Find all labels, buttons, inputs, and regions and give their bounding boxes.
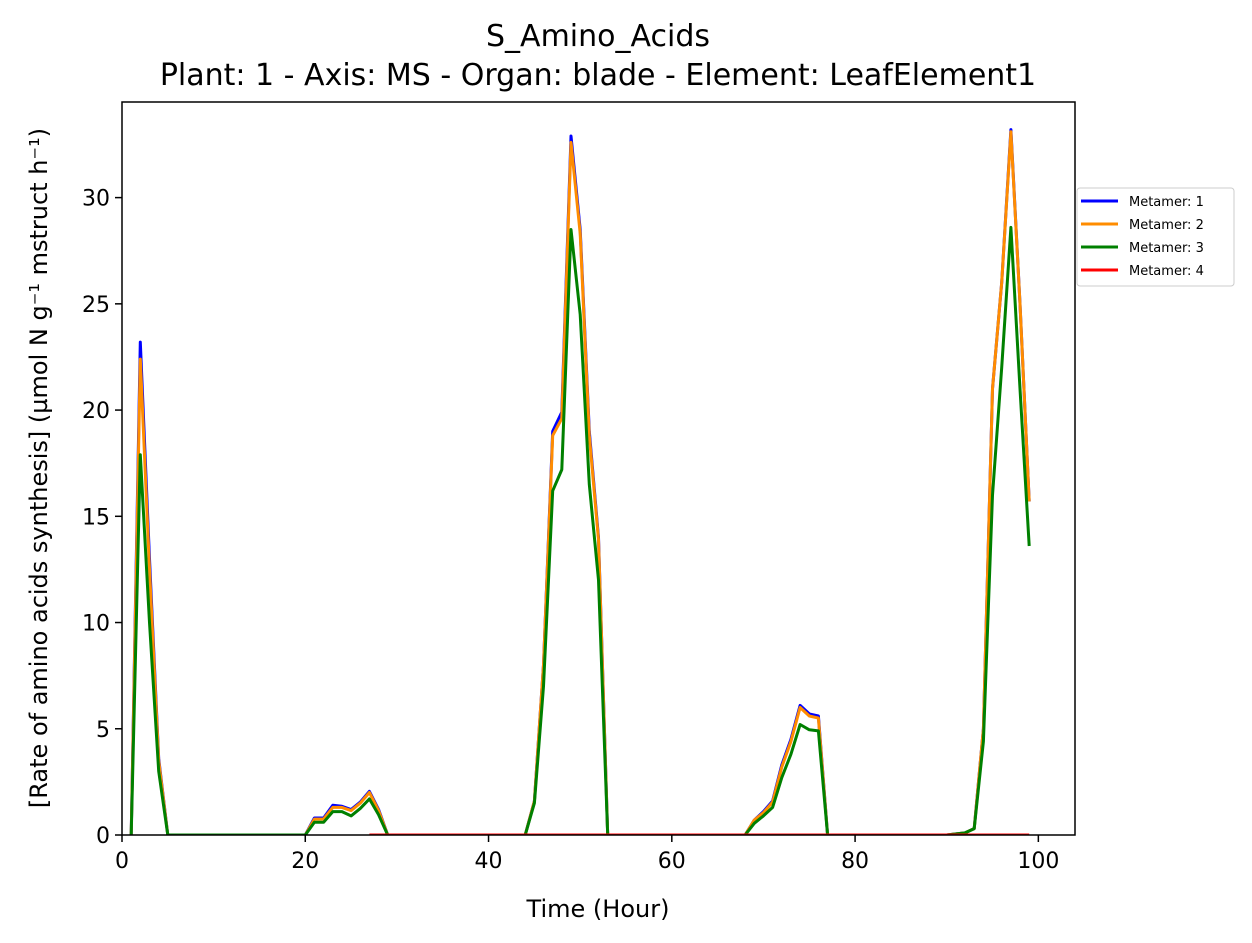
y-tick-label: 10 (82, 612, 110, 637)
plot-area (121, 101, 1076, 836)
legend-label: Metamer: 3 (1129, 241, 1204, 256)
x-tick-label: 60 (658, 849, 686, 874)
y-tick-label: 25 (82, 293, 110, 318)
y-axis: 0 5 10 15 20 25 30 (82, 187, 122, 849)
series-layer (129, 128, 1031, 835)
chart-subtitle: Plant: 1 - Axis: MS - Organ: blade - Ele… (160, 58, 1036, 93)
y-tick-label: 5 (96, 718, 110, 743)
x-tick-label: 40 (475, 849, 503, 874)
series-line (129, 225, 1031, 835)
x-axis-label: Time (Hour) (526, 895, 670, 923)
legend-frame (1076, 187, 1235, 287)
legend-label: Metamer: 4 (1129, 264, 1204, 279)
x-axis: 0 20 40 60 80 100 (115, 835, 1059, 874)
series-line (129, 130, 1031, 835)
legend-label: Metamer: 2 (1129, 218, 1204, 233)
x-tick-label: 80 (841, 849, 869, 874)
plot-frame (121, 101, 1076, 836)
chart-title: S_Amino_Acids (486, 19, 710, 54)
y-tick-label: 15 (82, 505, 110, 530)
legend: Metamer: 1 Metamer: 2 Metamer: 3 Metamer: 4 (1076, 187, 1235, 287)
legend-label: Metamer: 1 (1129, 195, 1204, 210)
y-tick-label: 0 (96, 824, 110, 849)
y-tick-label: 30 (82, 187, 110, 212)
y-axis-label: [Rate of amino acids synthesis] (µmol N … (25, 128, 53, 808)
x-tick-label: 0 (115, 849, 129, 874)
x-tick-label: 100 (1017, 849, 1059, 874)
x-tick-label: 20 (291, 849, 319, 874)
y-tick-label: 20 (82, 399, 110, 424)
